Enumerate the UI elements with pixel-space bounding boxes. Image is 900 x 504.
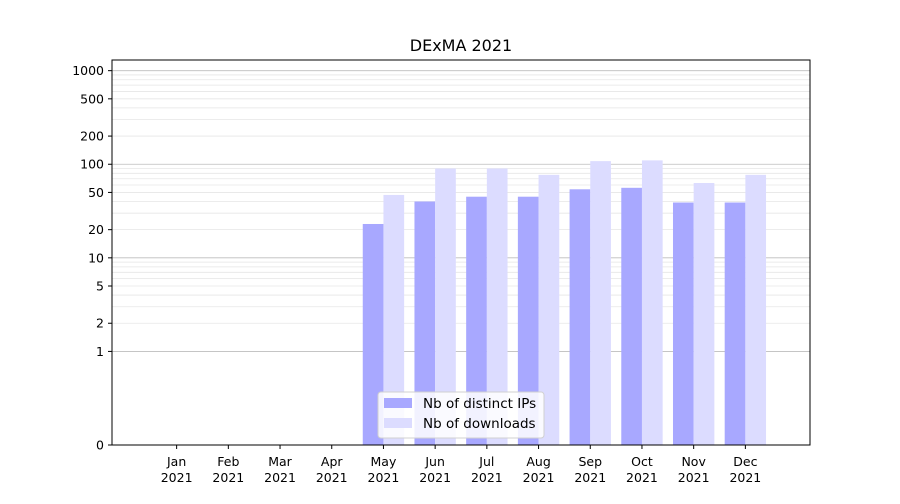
x-tick-label-year: 2021 (678, 470, 710, 485)
bar-distinct-ips-nov (672, 202, 694, 445)
y-tick-label: 500 (80, 91, 104, 106)
bar-distinct-ips-may (362, 223, 384, 445)
x-tick-label-year: 2021 (212, 470, 244, 485)
y-tick-label: 1000 (72, 63, 104, 78)
x-tick-label-month: Oct (631, 454, 653, 469)
chart-title: DExMA 2021 (410, 36, 512, 55)
x-tick-label-month: Jul (478, 454, 494, 469)
x-tick-label-month: Mar (268, 454, 292, 469)
y-tick-label: 20 (88, 222, 104, 237)
legend: Nb of distinct IPs Nb of downloads (377, 391, 545, 439)
legend-swatch (384, 418, 412, 428)
bar-distinct-ips-jun (414, 201, 436, 445)
bar-downloads-dec (745, 174, 767, 445)
x-tick-label-month: May (371, 454, 397, 469)
bar-downloads-may (383, 194, 405, 445)
bars (362, 160, 767, 446)
y-tick-label: 0 (96, 438, 104, 453)
y-tick-label: 50 (88, 185, 104, 200)
y-tick-label: 10 (88, 250, 104, 265)
bar-downloads-sep (590, 161, 611, 445)
y-tick-label: 100 (80, 157, 104, 172)
x-tick-label-month: Jun (424, 454, 445, 469)
bar-distinct-ips-oct (621, 187, 642, 445)
bar-downloads-jun (435, 168, 456, 445)
x-tick-label-year: 2021 (626, 470, 658, 485)
x-tick-label-year: 2021 (523, 470, 555, 485)
x-tick-label-month: Sep (578, 454, 602, 469)
bar-distinct-ips-sep (569, 189, 591, 445)
bar-distinct-ips-dec (724, 202, 746, 445)
x-tick-label-year: 2021 (574, 470, 606, 485)
bar-downloads-aug (538, 174, 560, 445)
legend-label: Nb of downloads (423, 416, 536, 432)
grid (112, 70, 810, 352)
bar-downloads-jul (486, 168, 508, 445)
x-axis: Jan2021Feb2021Mar2021Apr2021May2021Jun20… (161, 445, 761, 485)
x-tick-label-month: Aug (526, 454, 550, 469)
legend-box (377, 391, 545, 439)
y-tick-label: 5 (96, 279, 104, 294)
y-axis: 0 1 2 5 10 20 50 100 200 500 1000 (72, 63, 112, 453)
x-tick-label-year: 2021 (368, 470, 400, 485)
plot-frame (111, 59, 811, 446)
legend-swatch (384, 398, 412, 408)
y-tick-label: 1 (96, 344, 104, 359)
bar-downloads-oct (641, 160, 663, 445)
x-tick-label-year: 2021 (264, 470, 296, 485)
x-tick-label-year: 2021 (729, 470, 761, 485)
y-tick-label: 200 (80, 129, 104, 144)
x-tick-label-year: 2021 (161, 470, 193, 485)
bar-distinct-ips-jul (466, 196, 487, 445)
x-tick-label-year: 2021 (419, 470, 451, 485)
bar-downloads-nov (693, 183, 715, 446)
bar-distinct-ips-aug (517, 196, 539, 445)
legend-label: Nb of distinct IPs (423, 396, 536, 412)
x-tick-label-year: 2021 (316, 470, 348, 485)
x-tick-label-month: Jan (166, 454, 186, 469)
x-tick-label-year: 2021 (471, 470, 503, 485)
x-tick-label-month: Dec (733, 454, 757, 469)
x-tick-label-month: Nov (681, 454, 706, 469)
x-tick-label-month: Apr (321, 454, 343, 469)
y-tick-label: 2 (96, 316, 104, 331)
x-tick-label-month: Feb (217, 454, 239, 469)
